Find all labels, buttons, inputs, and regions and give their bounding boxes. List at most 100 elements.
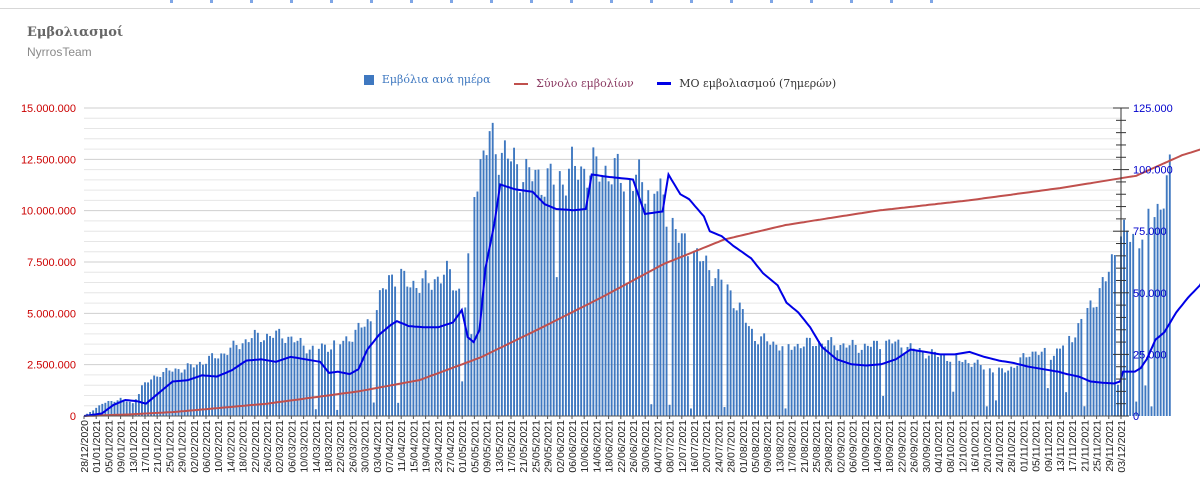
daily-bar xyxy=(952,391,955,416)
daily-bar xyxy=(141,385,143,416)
x-axis-tick-label: 15/04/2021 xyxy=(408,420,420,473)
daily-bar xyxy=(571,146,573,416)
daily-bar xyxy=(137,394,140,416)
daily-bar xyxy=(784,408,787,416)
daily-bar xyxy=(168,370,171,416)
daily-bar xyxy=(1068,335,1071,416)
x-axis-tick-label: 02/03/2021 xyxy=(274,420,286,473)
daily-bar xyxy=(711,286,714,416)
daily-bar xyxy=(619,182,622,416)
daily-bar xyxy=(589,175,592,416)
x-axis-tick-label: 17/05/2021 xyxy=(506,420,518,473)
x-axis-tick-label: 05/11/2021 xyxy=(1031,420,1043,472)
daily-bar xyxy=(1077,323,1080,416)
daily-bar xyxy=(324,344,326,416)
daily-bar xyxy=(836,350,839,416)
daily-bar xyxy=(439,283,442,416)
daily-bar xyxy=(796,343,799,416)
daily-bar xyxy=(263,340,265,416)
daily-bar xyxy=(351,341,354,416)
daily-bar xyxy=(857,352,860,416)
daily-bar xyxy=(287,336,290,416)
daily-bar xyxy=(1031,351,1034,416)
daily-bar xyxy=(1028,356,1031,416)
daily-bar xyxy=(119,397,122,416)
daily-bar xyxy=(275,330,278,416)
total-line xyxy=(83,148,1200,417)
daily-bar xyxy=(314,409,317,416)
daily-bar xyxy=(918,347,921,416)
daily-bar xyxy=(449,269,451,416)
daily-bar xyxy=(949,361,952,416)
chart-title: Εμβολιασμοί xyxy=(27,25,124,40)
daily-bar xyxy=(214,358,217,416)
daily-bar xyxy=(839,345,842,416)
daily-bar xyxy=(683,233,686,416)
x-axis-tick-label: 17/11/2021 xyxy=(1067,420,1079,472)
left-axis-tick-label: 12.500.000 xyxy=(21,154,76,166)
daily-bar xyxy=(180,372,183,416)
daily-bar xyxy=(808,337,811,416)
right-axis-tick-label: 100.000 xyxy=(1133,165,1173,177)
daily-bar xyxy=(824,346,827,416)
daily-bar xyxy=(866,345,869,416)
legend-swatch-avg xyxy=(657,81,672,85)
daily-bar xyxy=(586,187,589,416)
right-axis-tick-label: 25.000 xyxy=(1133,349,1167,361)
x-axis-tick-label: 01/08/2021 xyxy=(738,420,750,473)
daily-bar xyxy=(815,345,817,416)
daily-bar xyxy=(830,337,833,416)
daily-bar xyxy=(778,350,781,416)
daily-bar xyxy=(1043,347,1046,416)
x-axis-tick-label: 21/05/2021 xyxy=(518,420,530,473)
daily-bar xyxy=(1025,357,1028,416)
daily-bar xyxy=(827,340,830,416)
daily-bar xyxy=(629,178,631,416)
daily-bar xyxy=(671,217,674,416)
daily-bar xyxy=(885,340,888,416)
daily-bar xyxy=(269,336,271,416)
x-axis-tick-label: 06/03/2021 xyxy=(286,420,298,473)
daily-bar xyxy=(488,131,491,417)
chart-subtitle: NyrrosTeam xyxy=(27,45,92,59)
x-axis-tick-label: 14/03/2021 xyxy=(311,420,323,473)
x-axis-tick-label: 10/03/2021 xyxy=(299,420,311,473)
daily-bar xyxy=(510,161,512,416)
daily-bar xyxy=(1165,175,1168,416)
x-axis-tick-label: 30/03/2021 xyxy=(360,420,372,473)
x-axis-tick-label: 02/06/2021 xyxy=(555,420,567,473)
daily-bar xyxy=(1037,355,1040,416)
daily-bar xyxy=(354,329,357,416)
daily-bar xyxy=(818,341,820,416)
daily-bar xyxy=(860,349,863,416)
x-axis-tick-label: 06/06/2021 xyxy=(567,420,579,473)
daily-bar xyxy=(278,328,281,416)
daily-bar xyxy=(686,256,689,416)
average-line xyxy=(83,171,1200,417)
x-axis-tick-label: 09/01/2021 xyxy=(116,420,128,473)
daily-bar xyxy=(842,343,845,416)
daily-bar xyxy=(958,360,961,416)
x-axis-tick-label: 20/07/2021 xyxy=(701,420,713,473)
daily-bar xyxy=(217,358,220,416)
x-axis-tick-label: 22/09/2021 xyxy=(896,420,908,473)
daily-bar xyxy=(205,363,207,416)
daily-bar xyxy=(650,404,653,416)
legend-item-avg[interactable]: ΜΟ εμβολιασμού (7ημερών) xyxy=(657,77,836,90)
daily-bar xyxy=(330,349,332,416)
daily-bar xyxy=(561,184,564,416)
x-axis-tick-label: 24/10/2021 xyxy=(994,420,1006,473)
daily-bar xyxy=(732,308,735,416)
x-axis-tick-label: 17/08/2021 xyxy=(787,420,799,473)
daily-bar xyxy=(247,342,250,416)
daily-bar xyxy=(1095,306,1098,416)
legend-item-total[interactable]: Σύνολο εμβολίων xyxy=(514,77,634,90)
daily-bar xyxy=(1159,209,1162,416)
toolbar-remnant xyxy=(170,0,950,3)
daily-bar xyxy=(802,346,805,416)
legend-item-daily[interactable]: Εμβόλια ανά ημέρα xyxy=(363,73,491,86)
x-axis-tick-label: 04/10/2021 xyxy=(933,420,945,473)
daily-bar xyxy=(705,255,708,416)
daily-bar xyxy=(702,261,705,416)
